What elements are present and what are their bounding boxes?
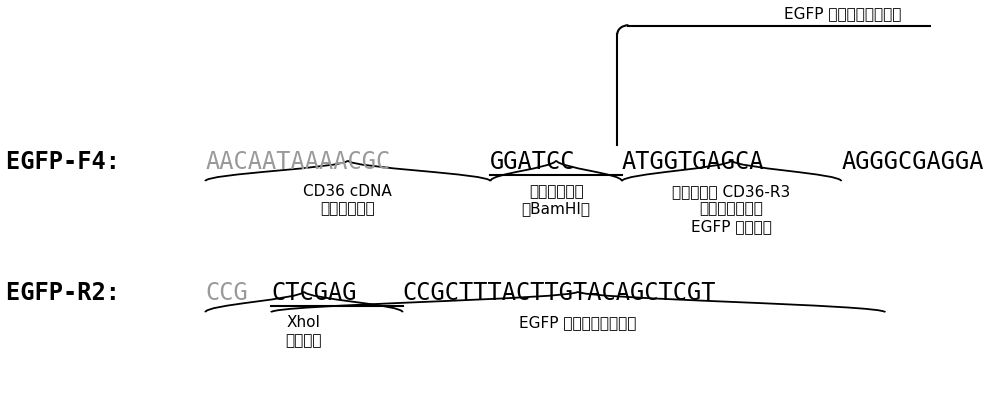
Text: EGFP 基因首端部分序列: EGFP 基因首端部分序列 [784,6,901,21]
Text: AGGGCGAGGA: AGGGCGAGGA [841,150,984,174]
Text: CCG: CCG [205,281,248,305]
Text: CD36 cDNA
尾端部分序列: CD36 cDNA 尾端部分序列 [303,184,392,216]
Text: CTCGAG: CTCGAG [271,281,357,305]
Text: CCGCTTTACTTGTACAGCTCGT: CCGCTTTACTTGTACAGCTCGT [403,281,716,305]
Text: EGFP-F4:: EGFP-F4: [6,150,134,174]
Text: EGFP-R2:: EGFP-R2: [6,281,134,305]
Text: XhoI
酶切位点: XhoI 酶切位点 [286,315,322,347]
Text: AACAATAAAACGC: AACAATAAAACGC [205,150,391,174]
Text: EGFP 基因尾端部分序列: EGFP 基因尾端部分序列 [519,315,637,330]
Text: 融合蛋白基因
（BamHI）: 融合蛋白基因 （BamHI） [522,184,591,216]
Text: GGATCC: GGATCC [490,150,576,174]
Text: 与上步引物 CD36-R3
扩增片段重叠的
EGFP 基因片段: 与上步引物 CD36-R3 扩增片段重叠的 EGFP 基因片段 [672,184,791,233]
Text: ATGGTGAGCA: ATGGTGAGCA [622,150,764,174]
